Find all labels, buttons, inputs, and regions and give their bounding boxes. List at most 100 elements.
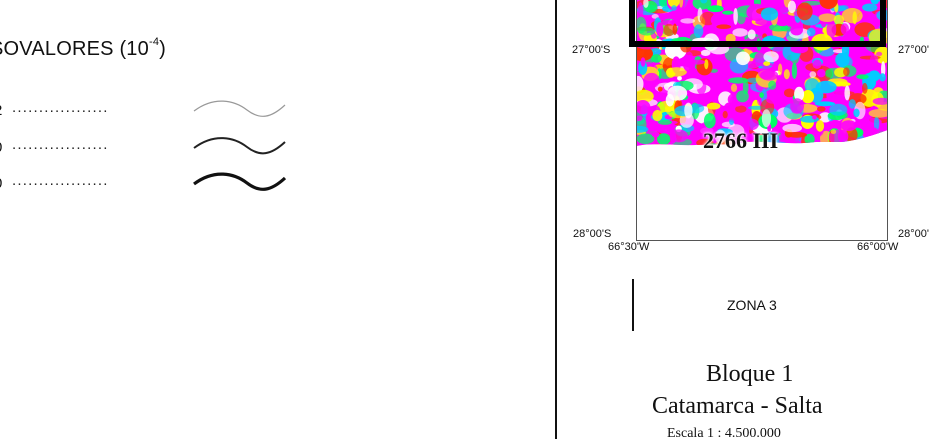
raster-blob <box>862 3 878 12</box>
raster-blob <box>657 133 671 145</box>
raster-blob <box>761 109 771 128</box>
raster-blob <box>868 70 881 82</box>
raster-blob <box>637 2 644 20</box>
raster-blob <box>638 27 656 36</box>
lat-label-28-left: 28°00'S <box>573 228 612 240</box>
raster-blob <box>843 33 852 42</box>
raster-blob <box>677 76 682 81</box>
legend-row-2: 0 .................. <box>0 136 304 167</box>
raster-blob <box>652 110 663 122</box>
raster-blob <box>835 85 848 102</box>
raster-blob <box>758 66 775 80</box>
raster-blob <box>636 75 644 93</box>
raster-blob <box>839 5 849 11</box>
raster-blob <box>707 5 724 13</box>
raster-blob <box>716 24 732 30</box>
raster-blob <box>669 129 688 143</box>
raster-blob <box>700 0 708 4</box>
raster-blob <box>814 101 836 107</box>
lat-label-27-left: 27°00'S <box>572 44 611 56</box>
raster-blob <box>636 125 649 133</box>
raster-blob <box>728 116 747 121</box>
raster-blob <box>733 8 738 25</box>
lon-label-left: 66°30'W <box>608 241 650 253</box>
raster-blob <box>636 133 655 145</box>
raster-blob <box>817 106 826 112</box>
raster-blob <box>710 14 722 26</box>
raster-blob <box>763 61 771 66</box>
legend-row-leader: .................. <box>12 172 109 189</box>
raster-blob <box>815 80 837 94</box>
raster-blob <box>841 8 863 24</box>
raster-blob <box>796 2 813 21</box>
raster-blob <box>790 24 803 36</box>
raster-blob <box>640 57 646 67</box>
raster-blob <box>770 89 781 94</box>
raster-blob <box>777 63 783 76</box>
lon-label-right: 66°00'W <box>857 241 899 253</box>
raster-blob <box>782 123 802 133</box>
raster-blob <box>742 79 749 95</box>
scale-label: Escala 1 : 4.500.000 <box>667 426 781 441</box>
raster-blob <box>736 51 750 66</box>
raster-blob <box>826 21 837 38</box>
legend-line-thick-icon <box>193 172 287 191</box>
raster-blob <box>679 0 684 8</box>
sheet-number-label: 2766 III <box>703 128 779 153</box>
raster-blob <box>856 74 869 80</box>
lat-label-28-right: 28°00' <box>898 228 929 240</box>
raster-blob <box>840 23 849 35</box>
raster-blob <box>845 127 858 143</box>
map-sheet-outline <box>629 0 886 47</box>
raster-blob <box>736 90 749 103</box>
raster-blob <box>663 23 675 37</box>
raster-blob <box>658 119 672 125</box>
raster-blob <box>787 0 796 14</box>
raster-blob <box>878 120 883 136</box>
legend-row-leader: .................. <box>12 99 109 116</box>
zone-bar <box>632 279 634 331</box>
raster-blob <box>703 113 716 129</box>
lat-label-27-right: 27°00' <box>898 44 929 56</box>
legend-row-1: 2 .................. <box>0 99 304 130</box>
raster-blob <box>636 100 651 115</box>
legend-title-close: ) <box>159 38 167 60</box>
raster-blob <box>728 77 748 84</box>
raster-blob <box>763 51 779 63</box>
raster-blob <box>818 13 837 22</box>
raster-blob <box>844 85 850 101</box>
raster-blob <box>682 55 696 73</box>
raster-blob <box>722 110 728 119</box>
legend-title-exponent: -4 <box>148 36 160 49</box>
raster-blob <box>775 18 789 27</box>
raster-blob <box>848 99 856 109</box>
raster-blob <box>714 129 726 144</box>
raster-blob <box>872 97 888 105</box>
raster-blob <box>849 46 859 52</box>
raster-blob <box>833 14 845 25</box>
block-title: Bloque 1 <box>706 361 794 387</box>
raster-blob <box>743 118 759 131</box>
raster-blob <box>636 115 643 122</box>
raster-blob <box>784 88 795 98</box>
raster-blob <box>829 103 848 116</box>
raster-blob <box>636 143 645 146</box>
raster-blob <box>869 54 879 65</box>
raster-blob <box>725 33 736 44</box>
raster-blob <box>643 72 660 89</box>
raster-blob <box>667 0 680 8</box>
legend-line-thin-icon <box>193 100 286 117</box>
raster-blob <box>801 90 815 104</box>
raster-blob <box>666 67 687 77</box>
raster-blob <box>876 51 883 57</box>
raster-blob <box>809 71 817 78</box>
raster-blob <box>858 10 876 25</box>
raster-blob <box>783 69 790 80</box>
raster-blob <box>730 83 738 92</box>
legend-row-label: 0 <box>0 139 2 156</box>
raster-blob <box>812 115 817 120</box>
raster-blob <box>651 54 662 63</box>
raster-blob <box>727 124 745 139</box>
raster-blob <box>806 27 816 37</box>
raster-blob <box>656 22 664 38</box>
